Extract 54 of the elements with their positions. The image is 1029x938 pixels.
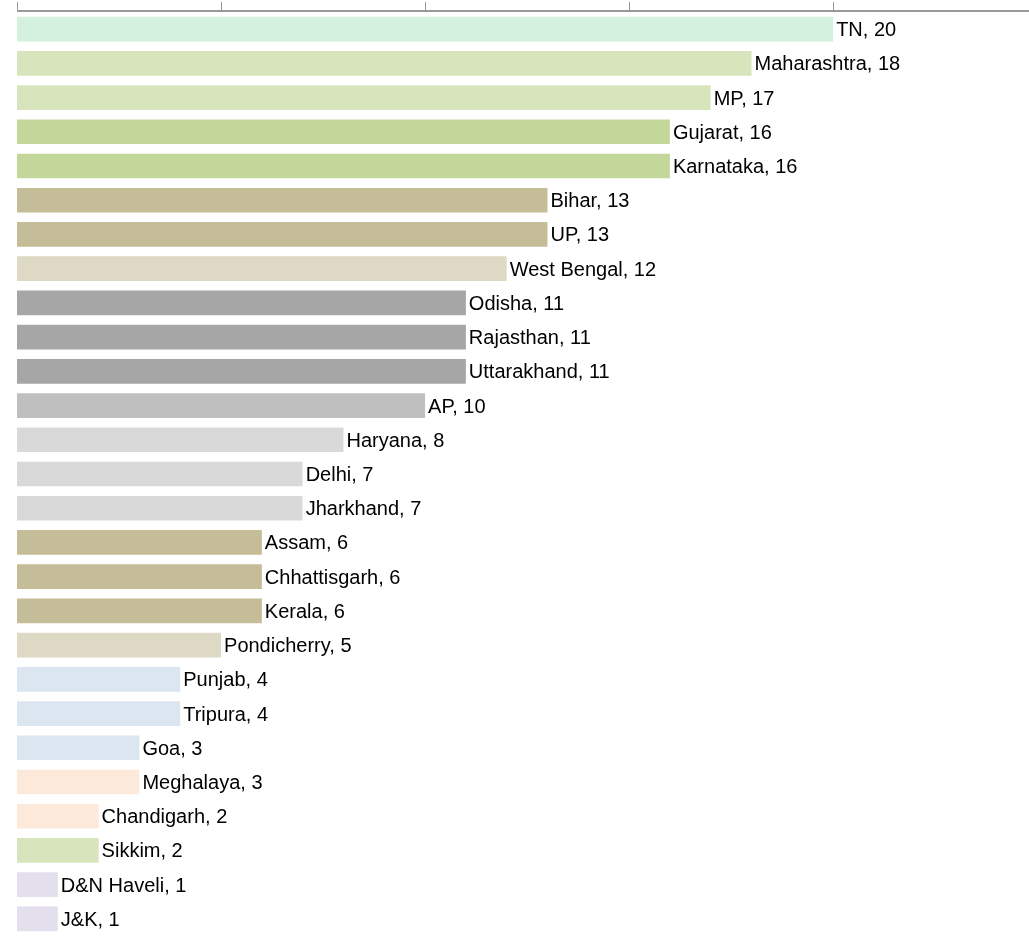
bar <box>17 393 426 418</box>
bar <box>17 632 222 658</box>
data-label: TN, 20 <box>836 18 897 41</box>
bar <box>17 119 670 145</box>
bar <box>17 51 752 76</box>
data-label: Bihar, 13 <box>550 189 630 212</box>
data-label: Gujarat, 16 <box>672 120 772 143</box>
data-label: Delhi, 7 <box>305 463 374 485</box>
data-label: Pondicherry, 5 <box>224 634 352 657</box>
data-label: Meghalaya, 3 <box>142 771 263 793</box>
bar <box>17 461 303 487</box>
data-label: MP, 17 <box>713 86 775 109</box>
data-label: Uttarakhand, 11 <box>468 360 610 383</box>
bar <box>17 427 344 453</box>
bar <box>17 16 834 42</box>
bar <box>17 222 548 247</box>
data-label: Tripura, 4 <box>183 702 269 725</box>
data-label: Chandigarh, 2 <box>101 805 228 828</box>
bar <box>17 598 262 624</box>
data-label: Assam, 6 <box>264 531 349 554</box>
bar <box>17 85 711 110</box>
bar <box>17 735 140 761</box>
bar <box>17 324 466 350</box>
data-label: Jharkhand, 7 <box>305 497 422 520</box>
bar <box>17 153 670 179</box>
data-label: Goa, 3 <box>142 736 203 759</box>
bar <box>17 838 99 863</box>
data-label: AP, 10 <box>428 394 486 417</box>
data-label: Odisha, 11 <box>468 291 565 314</box>
data-label: Karnataka, 16 <box>672 155 798 177</box>
bar <box>17 187 548 213</box>
bar <box>17 701 181 726</box>
data-label: Kerala, 6 <box>264 599 345 622</box>
data-label: Chhattisgarh, 6 <box>264 565 401 588</box>
data-label: West Bengal, 12 <box>509 257 657 280</box>
bar <box>17 530 262 555</box>
data-label: Rajasthan, 11 <box>468 326 591 349</box>
data-label: Maharashtra, 18 <box>754 52 901 75</box>
bar <box>17 495 303 521</box>
bar <box>17 803 99 829</box>
data-label: Haryana, 8 <box>346 428 445 451</box>
data-label: Sikkim, 2 <box>101 839 183 862</box>
data-label: UP, 13 <box>550 223 610 246</box>
bar <box>17 290 466 316</box>
bar <box>17 667 181 692</box>
bar <box>17 872 58 897</box>
bar <box>17 906 58 932</box>
data-label: D&N Haveli, 1 <box>60 873 187 896</box>
data-label: J&K, 1 <box>60 907 120 930</box>
bar <box>17 256 507 281</box>
bar <box>17 564 262 589</box>
data-label: Punjab, 4 <box>183 668 268 691</box>
bar <box>17 359 466 384</box>
bar <box>17 769 140 795</box>
